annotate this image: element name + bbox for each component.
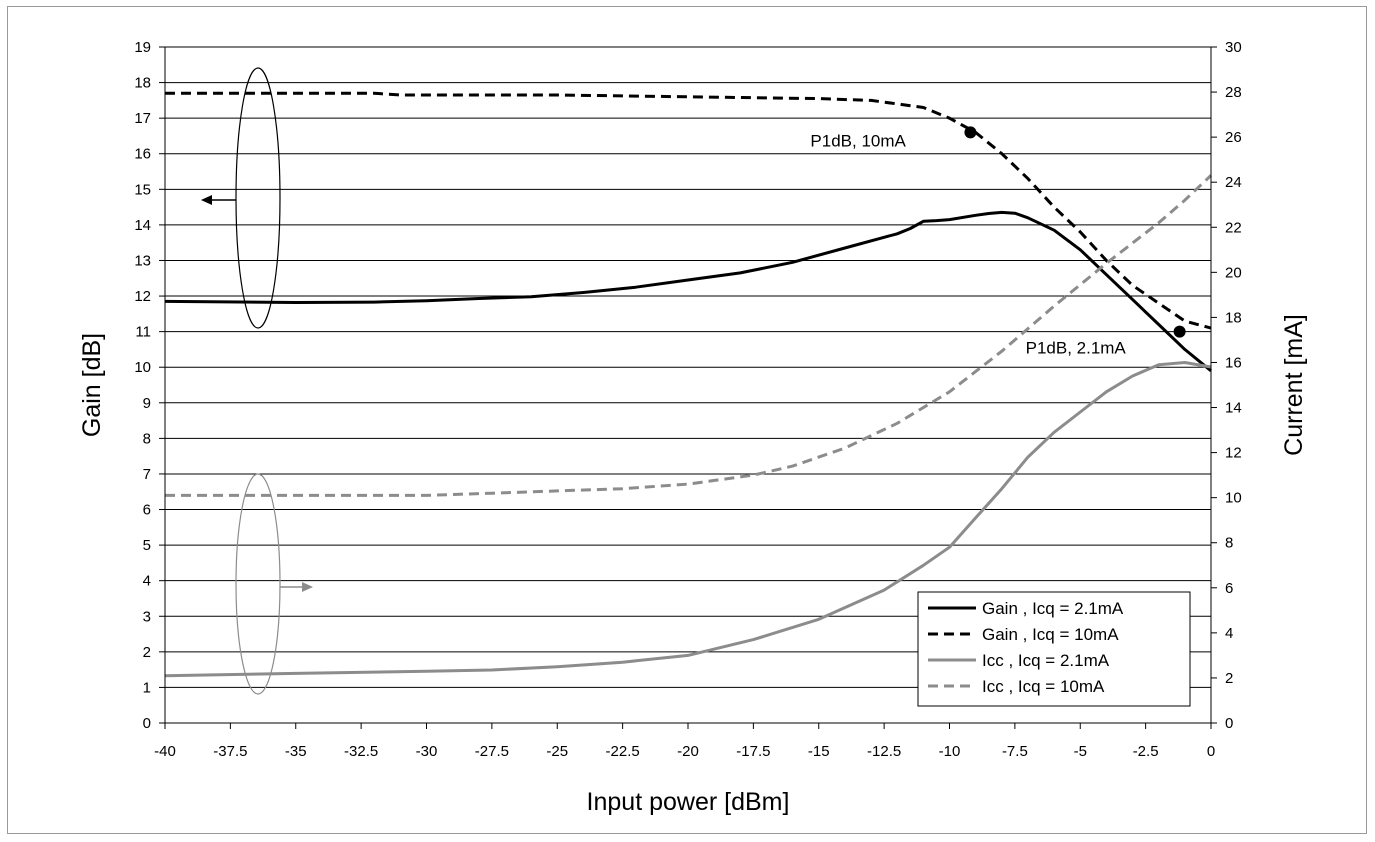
x-tick-label: -20 [677,743,699,760]
x-tick-label: -10 [939,743,961,760]
left-arrow-icon [201,195,212,205]
x-tick-label: -12.5 [867,743,901,760]
left-tick-label: 16 [134,146,151,163]
left-tick-label: 9 [143,395,151,412]
right-tick-label: 24 [1225,174,1242,191]
left-tick-label: 18 [134,75,151,92]
x-tick-label: -27.5 [475,743,509,760]
x-axis-title: Input power [dBm] [587,788,790,816]
right-tick-label: 22 [1225,219,1242,236]
right-tick-label: 12 [1225,445,1242,462]
right-tick-label: 28 [1225,84,1242,101]
left-tick-label: 15 [134,181,151,198]
x-tick-label: -22.5 [606,743,640,760]
right-tick-label: 8 [1225,535,1233,552]
x-tick-label: -7.5 [1002,743,1028,760]
x-tick-label: -2.5 [1133,743,1159,760]
right-y-axis-title: Current [mA] [1280,314,1308,456]
series-line-4 [165,174,1213,497]
left-tick-label: 13 [134,252,151,269]
left-tick-label: 4 [143,573,151,590]
left-tick-label: 6 [143,502,151,519]
p1db-marker-label: P1dB, 2.1mA [1026,339,1127,358]
left-tick-label: 11 [135,324,151,341]
x-tick-label: -35 [285,743,307,760]
right-tick-label: 26 [1225,129,1242,146]
right-tick-label: 18 [1225,309,1242,326]
right-tick-label: 2 [1225,670,1233,687]
x-tick-label: -40 [154,743,176,760]
p1db-marker-dot [964,126,977,139]
left-tick-label: 14 [134,217,151,234]
series-line-2 [165,91,1212,330]
right-tick-label: 6 [1225,580,1233,597]
legend-label: Gain , Icq = 2.1mA [982,599,1124,618]
left-tick-label: 17 [134,110,151,127]
right-tick-label: 0 [1225,715,1233,732]
left-y-axis-title: Gain [dB] [78,333,106,437]
x-tick-label: -37.5 [213,743,247,760]
series-line-1 [164,210,1212,372]
left-tick-label: 1 [143,679,151,696]
legend-label: Icc , Icq = 2.1mA [982,651,1110,670]
p1db-markers: P1dB, 10mA P1dB, 2.1mA [810,126,1186,358]
axes: -40 -37.5 -35 -32.5 -30 -27.5 -25 -22.5 -20 -17.5… [134,39,1241,760]
left-tick-label: 10 [134,359,151,376]
current-group-ellipse [235,473,281,695]
p1db-marker-label: P1dB, 10mA [810,131,906,150]
legend-label: Icc , Icq = 10mA [982,677,1105,696]
left-tick-label: 7 [143,466,151,483]
x-tick-label: -5 [1074,743,1087,760]
series-line-3 [164,361,1212,678]
gain-group-ellipse [235,67,281,329]
series-lines [164,91,1213,678]
left-tick-label: 19 [134,39,151,56]
right-tick-label: 14 [1225,400,1242,417]
left-tick-label: 2 [143,644,151,661]
right-tick-label: 30 [1225,39,1242,56]
right-tick-label: 4 [1225,625,1233,642]
axis-indicators [201,67,313,695]
legend-label: Gain , Icq = 10mA [982,625,1119,644]
left-tick-label: 0 [143,715,151,732]
legend: Gain , Icq = 2.1mA Gain , Icq = 10mA Icc ,… [917,591,1191,707]
right-tick-label: 16 [1225,354,1242,371]
x-tick-label: -17.5 [736,743,770,760]
right-arrow-icon [302,582,313,592]
right-tick-label: 10 [1225,490,1242,507]
left-tick-label: 3 [143,608,151,625]
left-tick-label: 8 [143,430,151,447]
x-tick-label: 0 [1207,743,1215,760]
x-tick-label: -25 [546,743,568,760]
x-tick-label: -15 [808,743,830,760]
left-tick-label: 12 [134,288,151,305]
x-tick-label: -32.5 [344,743,378,760]
left-tick-label: 5 [143,537,151,554]
right-tick-label: 20 [1225,264,1242,281]
x-tick-label: -30 [416,743,438,760]
p1db-marker-dot [1173,325,1186,338]
